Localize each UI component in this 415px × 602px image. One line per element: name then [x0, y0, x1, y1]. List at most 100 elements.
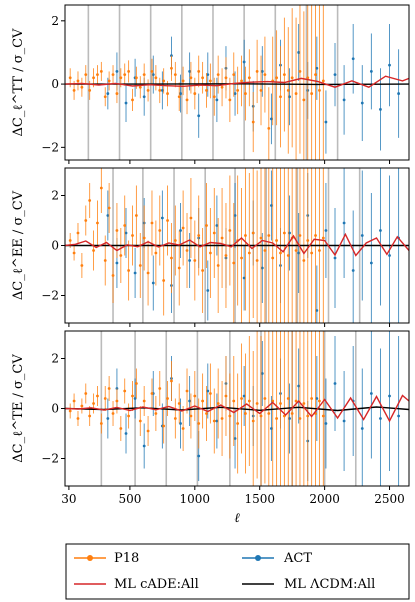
- panel-ee-act-point-26: [342, 221, 346, 225]
- panel-tt-act-point-26: [342, 98, 346, 102]
- panel-ee-p18-point-53: [275, 239, 278, 242]
- panel-ee-p18-point-25: [166, 219, 169, 222]
- panel-ee-act-point-28: [360, 234, 364, 237]
- panel-ee-act-point-30: [379, 229, 382, 232]
- panel-tt-p18-point-50: [263, 73, 267, 76]
- panel-tt-p18-point-27: [173, 73, 177, 76]
- panel-tt-p18-point-6: [92, 76, 95, 80]
- panel-te-p18-point-60: [302, 402, 306, 405]
- panel-ee-act-point-25: [333, 256, 337, 260]
- panel-te-p18-point-25: [166, 397, 169, 400]
- panel-ee-p18-point-41: [228, 229, 232, 232]
- panel-tt-p18-point-46: [247, 76, 251, 80]
- panel-ee-act-point-3: [133, 271, 137, 275]
- panel-te-act-point-11: [206, 389, 210, 393]
- panel-tt-p18-point-64: [318, 89, 321, 92]
- panel-ee-act-point-15: [242, 276, 246, 280]
- legend-p18-marker: [87, 555, 93, 561]
- x-tick-label-2: 1000: [180, 492, 211, 506]
- panel-ee-p18-point-32: [193, 259, 197, 262]
- panel-tt-p18-point-63: [314, 73, 317, 76]
- panel-ee-p18-point-24: [162, 279, 166, 282]
- panel-tt-p18-point-26: [170, 66, 173, 70]
- panel-tt-p18-point-41: [228, 98, 232, 102]
- panel-ee-act-point-14: [233, 214, 237, 217]
- panel-te-p18-point-42: [232, 399, 236, 403]
- legend-act-label: ACT: [283, 551, 312, 566]
- panel-te-p18-point-57: [290, 412, 294, 415]
- panel-te-act-point-3: [133, 397, 137, 400]
- panel-tt-act-point-14: [233, 92, 237, 95]
- panel-te-p18-point-48: [255, 402, 259, 405]
- panel-ee-p18-point-59: [298, 234, 302, 237]
- panel-tt-p18-point-45: [244, 92, 247, 95]
- panel-ee-p18-point-17: [134, 214, 138, 217]
- panel-tt-p18-point-12: [115, 92, 119, 95]
- panel-te-p18-point-31: [189, 414, 193, 418]
- panel-ee-plot-area: [65, 168, 409, 323]
- panel-tt-p18-point-8: [99, 70, 103, 73]
- panel-tt-p18-point-31: [189, 76, 193, 80]
- panel-te-p18-point-58: [294, 399, 298, 403]
- panel-te-act-point-25: [333, 382, 337, 385]
- panel-ee-p18-point-40: [224, 254, 228, 257]
- panel-ee-act-point-0: [106, 214, 110, 217]
- panel-ee-act-point-18: [270, 204, 273, 207]
- panel-tt-act-point-23: [315, 66, 319, 70]
- panel-tt-p18-point-1: [72, 89, 76, 92]
- panel-tt-p18-point-49: [259, 89, 263, 92]
- panel-tt-act-point-29: [369, 70, 373, 73]
- panel-ee-p18-point-33: [197, 234, 201, 237]
- panel-te-p18-point-1: [72, 399, 76, 403]
- panel-tt-act-point-27: [351, 57, 355, 61]
- panel-te-act-point-28: [360, 427, 364, 430]
- panel-tt-p18-point-59: [298, 70, 302, 73]
- panel-te-p18-point-18: [138, 419, 142, 423]
- legend: P18 ACT ML cADE:All ML ΛCDM:All: [65, 543, 410, 600]
- panel-tt-p18-point-33: [197, 70, 201, 73]
- panel-tt-p18-point-65: [321, 79, 325, 83]
- panel-ee-p18-point-6: [92, 249, 95, 252]
- panel-tt-p18-point-32: [193, 92, 197, 95]
- panel-te-p18-point-34: [201, 399, 205, 403]
- x-tick-label-1: 500: [118, 492, 141, 506]
- panel-ee-p18-point-49: [259, 236, 263, 240]
- panel-te-p18-point-51: [267, 412, 271, 415]
- panel-te-act-point-29: [369, 392, 373, 395]
- panel-te-p18-point-50: [263, 397, 267, 400]
- panel-ee-p18-point-54: [279, 251, 282, 255]
- panel-te-p18-point-5: [88, 414, 92, 418]
- panel-te-p18-point-44: [240, 397, 243, 400]
- panel-tt-p18-point-40: [224, 76, 228, 80]
- panel-ee-y-axis-title: ΔC_ℓ^EE / σ_CV: [11, 190, 26, 300]
- panel-tt-p18-point-30: [185, 98, 189, 102]
- panel-te-p18-point-9: [103, 397, 107, 400]
- panel-te-p18-point-61: [306, 414, 310, 418]
- panel-ee-act-point-31: [388, 254, 391, 257]
- panel-tt-plot-area: [65, 5, 409, 160]
- panel-ee-p18-point-9: [103, 259, 107, 262]
- panel-te-act-point-26: [342, 419, 346, 423]
- panel-te-ytick-label-2: −2: [41, 452, 59, 466]
- panel-ee-p18-point-65: [321, 236, 325, 240]
- panel-te-p18-point-54: [279, 402, 282, 405]
- panel-tt-p18-point-57: [290, 76, 294, 80]
- panel-te-act-point-24: [324, 422, 328, 425]
- panel-te-p18-point-15: [127, 414, 131, 418]
- panel-tt-act-point-20: [288, 95, 291, 99]
- x-tick-label-5: 2500: [374, 492, 405, 506]
- panel-te-act-point-15: [242, 394, 246, 398]
- panel-tt-p18-point-34: [201, 76, 205, 80]
- panel-ee-p18-point-48: [255, 259, 259, 262]
- panel-te-p18-point-8: [99, 422, 103, 425]
- panel-tt-p18-point-35: [205, 89, 208, 92]
- panel-te-p18-point-6: [92, 402, 95, 405]
- x-tick-label-3: 1500: [244, 492, 275, 506]
- panel-te-act-point-21: [297, 384, 301, 388]
- panel-tt-p18-point-24: [162, 79, 166, 83]
- panel-te-p18-point-12: [115, 399, 119, 403]
- panel-te-p18-point-49: [259, 414, 263, 418]
- panel-te-cade-line: [65, 394, 409, 423]
- panel-te-p18-point-53: [275, 417, 278, 420]
- panel-te-p18-point-21: [150, 392, 154, 395]
